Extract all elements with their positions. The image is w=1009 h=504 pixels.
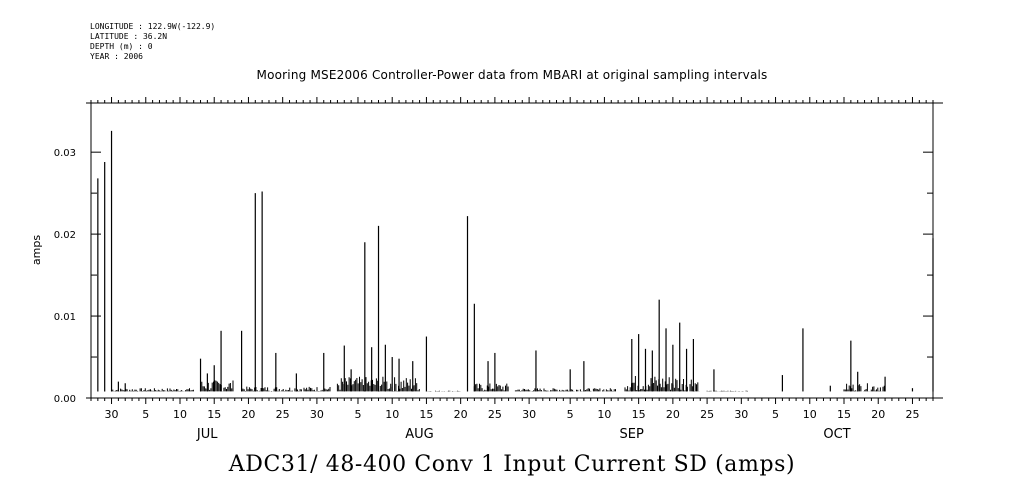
chart-title: Mooring MSE2006 Controller-Power data fr… — [256, 68, 768, 82]
x-tick-label: 5 — [142, 408, 149, 421]
x-tick-label: 25 — [276, 408, 290, 421]
series-noise — [111, 388, 194, 392]
series-noise — [473, 383, 509, 392]
x-axis: 30 5 10 15 20 25 30 5 10 15 20 25 30 5 10 15 20 25 30 5 10 15… — [90, 97, 934, 442]
x-tick-label: 10 — [385, 408, 399, 421]
x-tick-label: 25 — [700, 408, 714, 421]
y-tick-label: 0.02 — [54, 230, 76, 241]
x-tick-label: 10 — [173, 408, 187, 421]
x-tick-label: 10 — [803, 408, 817, 421]
y-tick-label: 0.00 — [54, 394, 76, 405]
x-tick-label: 30 — [734, 408, 748, 421]
metadata-block: LONGITUDE : 122.9W(-122.9) LATITUDE : 36… — [90, 22, 215, 62]
depth-text: DEPTH (m) : 0 — [90, 42, 153, 51]
month-label: OCT — [823, 427, 850, 442]
latitude-text: LATITUDE : 36.2N — [90, 32, 168, 41]
x-tick-label: 15 — [632, 408, 646, 421]
month-label: JUL — [196, 427, 218, 442]
y-tick-label: 0.01 — [54, 312, 76, 323]
series-noise — [200, 380, 234, 392]
x-tick-label: 15 — [837, 408, 851, 421]
plot-frame — [86, 101, 943, 399]
series-noise — [706, 390, 748, 392]
series-noise — [425, 390, 461, 392]
series-noise — [624, 376, 700, 392]
x-tick-label: 5 — [567, 408, 574, 421]
x-tick-label: 25 — [488, 408, 502, 421]
x-tick-label: 30 — [105, 408, 119, 421]
y-axis-label: amps — [30, 235, 43, 265]
x-axis-label: ADC31/ 48-400 Conv 1 Input Current SD (a… — [228, 452, 796, 477]
x-tick-label: 30 — [310, 408, 324, 421]
x-tick-label: 10 — [597, 408, 611, 421]
longitude-text: LONGITUDE : 122.9W(-122.9) — [90, 22, 216, 31]
x-tick-label: 5 — [772, 408, 779, 421]
x-tick-label: 20 — [666, 408, 680, 421]
y-axis: 0.00 0.01 0.02 0.03 — [54, 148, 933, 405]
x-tick-label: 15 — [419, 408, 433, 421]
x-tick-label: 25 — [905, 408, 919, 421]
x-tick-label: 20 — [871, 408, 885, 421]
x-tick-label: 20 — [241, 408, 255, 421]
month-label: SEP — [619, 427, 643, 442]
series-amps — [98, 131, 934, 392]
x-tick-label: 20 — [454, 408, 468, 421]
year-text: YEAR : 2006 — [90, 52, 143, 61]
series-noise — [514, 388, 616, 392]
month-label: AUG — [405, 427, 433, 442]
x-tick-label: 15 — [207, 408, 221, 421]
series-noise — [843, 383, 885, 392]
y-tick-label: 0.03 — [54, 148, 76, 159]
x-tick-label: 30 — [522, 408, 536, 421]
x-tick-label: 5 — [354, 408, 361, 421]
